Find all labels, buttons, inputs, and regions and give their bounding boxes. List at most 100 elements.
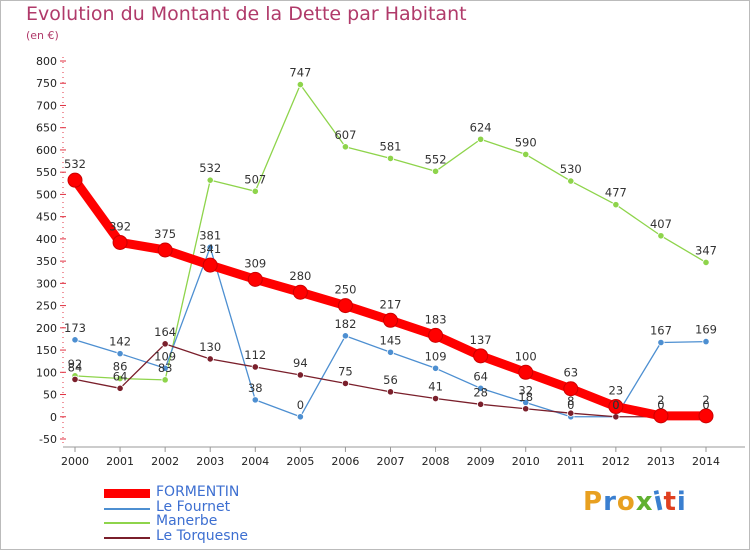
- data-point: [431, 167, 440, 175]
- data-label: 0: [657, 398, 664, 412]
- data-label: 280: [289, 269, 311, 283]
- data-point: [702, 258, 710, 267]
- data-label: 532: [64, 157, 86, 171]
- data-point: [657, 232, 665, 240]
- data-label: 142: [109, 335, 131, 349]
- data-point: [296, 371, 304, 379]
- y-tick-label: 400: [36, 233, 57, 246]
- data-label: 64: [113, 369, 128, 383]
- data-point: [698, 408, 714, 424]
- data-label: 183: [425, 312, 447, 326]
- data-point: [563, 381, 579, 397]
- data-label: 381: [199, 228, 221, 242]
- x-tick-label: 2007: [377, 455, 405, 468]
- data-label: 407: [650, 217, 672, 231]
- data-point: [206, 176, 214, 184]
- data-label: 552: [425, 152, 447, 166]
- data-label: 84: [68, 360, 83, 374]
- data-label: 2: [657, 393, 664, 407]
- data-point: [112, 234, 128, 250]
- x-tick-label: 2008: [422, 455, 450, 468]
- data-point: [116, 350, 124, 358]
- data-label: 109: [154, 349, 176, 363]
- data-label: 169: [695, 323, 717, 337]
- data-point: [477, 135, 485, 143]
- data-point: [386, 154, 395, 162]
- data-label: 530: [560, 162, 582, 176]
- data-label: 64: [473, 369, 488, 383]
- legend-swatch: [104, 522, 150, 524]
- chart-title: Evolution du Montant de la Dette par Hab…: [26, 3, 467, 25]
- data-point: [612, 413, 620, 421]
- data-point: [567, 409, 575, 417]
- axes: -500501001502002503003504004505005506006…: [36, 55, 745, 468]
- y-tick-label: 200: [36, 322, 57, 335]
- data-label: 75: [338, 364, 353, 378]
- data-label: 8: [567, 394, 574, 408]
- data-point: [522, 405, 530, 413]
- data-point: [251, 363, 259, 371]
- data-point: [522, 150, 530, 158]
- x-tick-label: 2001: [106, 455, 134, 468]
- data-point: [71, 375, 79, 384]
- data-label: 341: [199, 242, 221, 256]
- data-label: 112: [244, 348, 266, 362]
- data-label: 624: [470, 120, 492, 134]
- data-point: [341, 379, 350, 388]
- data-point: [431, 364, 440, 372]
- data-label: 23: [609, 384, 624, 398]
- data-label: 137: [470, 333, 492, 347]
- y-tick-label: 100: [36, 366, 57, 379]
- data-label: 167: [650, 323, 672, 337]
- y-tick-label: 650: [36, 122, 57, 135]
- legend-swatch: [104, 536, 150, 539]
- data-label: 92: [68, 357, 83, 371]
- proxiti-logo: Proxiti: [583, 486, 687, 517]
- y-tick-label: 150: [36, 344, 57, 357]
- data-point: [292, 284, 308, 300]
- data-point: [657, 338, 665, 347]
- data-label: 0: [297, 398, 304, 412]
- data-label: 250: [334, 283, 356, 297]
- data-point: [157, 242, 173, 258]
- data-label: 0: [612, 398, 619, 412]
- data-point: [251, 396, 259, 404]
- data-point: [341, 143, 350, 151]
- y-tick-label: 500: [36, 188, 57, 201]
- data-label: 145: [380, 333, 402, 347]
- logo-letter: x: [635, 487, 654, 517]
- data-point: [612, 201, 620, 209]
- data-label: 18: [518, 390, 533, 404]
- x-tick-label: 2006: [331, 455, 359, 468]
- data-label: 38: [248, 381, 263, 395]
- data-label: 477: [605, 186, 627, 200]
- data-point: [296, 80, 304, 89]
- data-point: [67, 172, 83, 188]
- data-label: 0: [702, 398, 709, 412]
- x-tick-label: 2013: [647, 455, 675, 468]
- data-label: 507: [244, 172, 266, 186]
- data-label: 747: [289, 66, 311, 80]
- y-tick-label: -50: [39, 433, 57, 446]
- data-point: [477, 384, 485, 392]
- data-label: 164: [154, 325, 176, 339]
- data-label: 94: [293, 356, 308, 370]
- data-point: [518, 364, 534, 380]
- legend-label: Manerbe: [156, 513, 218, 529]
- data-point: [116, 374, 124, 383]
- x-tick-label: 2012: [602, 455, 630, 468]
- data-point: [386, 388, 395, 396]
- data-label: 607: [334, 128, 356, 142]
- data-label: 309: [244, 256, 266, 270]
- data-label: 0: [567, 398, 574, 412]
- logo-letter: t: [663, 487, 677, 517]
- x-tick-label: 2000: [61, 455, 89, 468]
- data-label: 217: [380, 297, 402, 311]
- y-tick-label: 550: [36, 166, 57, 179]
- data-label: 109: [425, 349, 447, 363]
- data-point: [206, 355, 214, 363]
- x-tick-label: 2003: [196, 455, 224, 468]
- data-point: [116, 384, 124, 392]
